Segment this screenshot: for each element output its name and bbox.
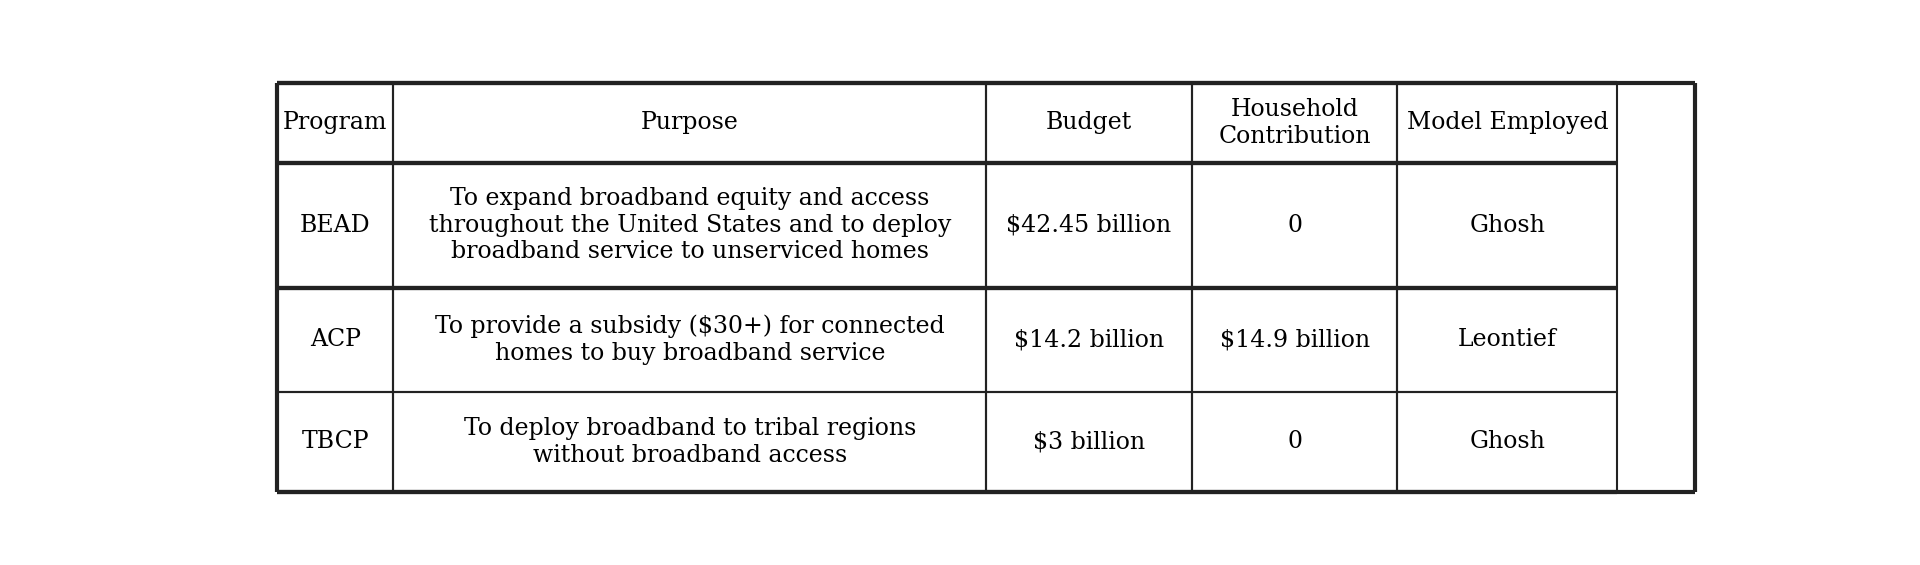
Text: To provide a subsidy ($30+) for connected
homes to buy broadband service: To provide a subsidy ($30+) for connecte…	[436, 315, 945, 364]
Bar	[1398, 163, 1617, 288]
Bar	[276, 83, 394, 163]
Bar	[1398, 83, 1617, 163]
Bar	[1192, 392, 1398, 492]
Bar	[394, 392, 987, 492]
Text: To deploy broadband to tribal regions
without broadband access: To deploy broadband to tribal regions wi…	[463, 417, 916, 467]
Text: Ghosh: Ghosh	[1469, 431, 1546, 453]
Text: 0: 0	[1286, 214, 1302, 237]
Text: Household
Contribution: Household Contribution	[1219, 98, 1371, 147]
Text: Leontief: Leontief	[1457, 328, 1557, 351]
Bar	[987, 288, 1192, 392]
Text: Ghosh: Ghosh	[1469, 214, 1546, 237]
Bar	[1398, 288, 1617, 392]
Bar	[1192, 288, 1398, 392]
Text: Budget: Budget	[1046, 111, 1133, 134]
Text: Model Employed: Model Employed	[1407, 111, 1609, 134]
Text: TBCP: TBCP	[301, 431, 369, 453]
Text: To expand broadband equity and access
throughout the United States and to deploy: To expand broadband equity and access th…	[428, 187, 950, 263]
Bar	[1192, 83, 1398, 163]
Bar	[276, 288, 394, 392]
Bar	[276, 163, 394, 288]
Bar	[987, 392, 1192, 492]
Text: Program: Program	[282, 111, 388, 134]
Bar	[276, 392, 394, 492]
Text: $42.45 billion: $42.45 billion	[1006, 214, 1171, 237]
Bar	[394, 288, 987, 392]
Text: 0: 0	[1286, 431, 1302, 453]
Text: BEAD: BEAD	[300, 214, 371, 237]
Bar	[987, 163, 1192, 288]
Bar	[987, 83, 1192, 163]
Text: ACP: ACP	[309, 328, 361, 351]
Text: $3 billion: $3 billion	[1033, 431, 1144, 453]
Text: $14.9 billion: $14.9 billion	[1219, 328, 1369, 351]
Bar	[394, 163, 987, 288]
Text: $14.2 billion: $14.2 billion	[1014, 328, 1164, 351]
Bar	[394, 83, 987, 163]
Text: Purpose: Purpose	[641, 111, 739, 134]
Bar	[1192, 163, 1398, 288]
Bar	[1398, 392, 1617, 492]
